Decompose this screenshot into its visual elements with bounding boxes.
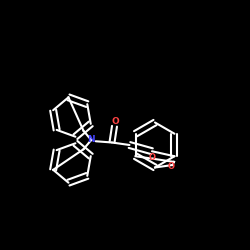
- Text: O: O: [112, 117, 120, 126]
- Text: O: O: [148, 153, 155, 162]
- Text: O: O: [168, 162, 175, 171]
- Text: N: N: [88, 136, 95, 144]
